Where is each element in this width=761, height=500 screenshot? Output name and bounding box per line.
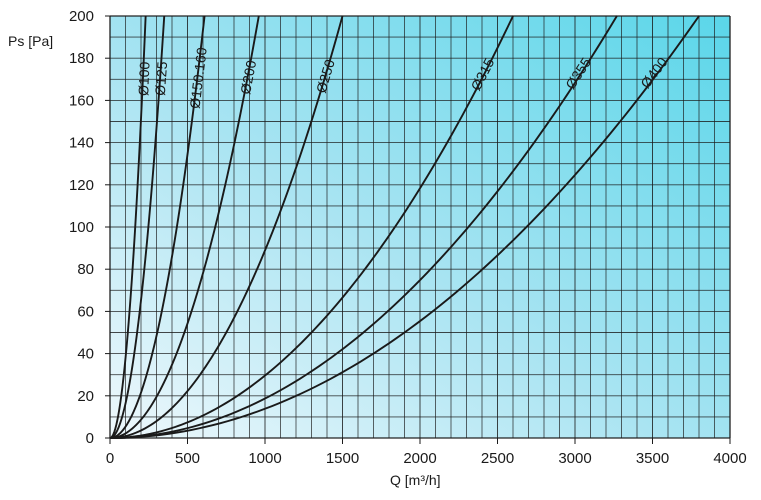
curve-line [109, 15, 166, 439]
y-tick-label: 40 [77, 346, 94, 363]
curve-line [109, 15, 514, 439]
curve-line [109, 15, 344, 439]
curve-label: Ø150.160 [187, 46, 210, 109]
x-tick-labels: 0 500 1000 1500 2000 2500 3000 3500 4000 [106, 450, 747, 467]
y-tick-label: 60 [77, 303, 94, 320]
y-tick-label: 180 [69, 50, 94, 67]
curves [109, 15, 700, 439]
y-tick-label: 200 [69, 8, 94, 25]
curve-line [109, 15, 206, 439]
curve-label: Ø100 [135, 61, 153, 96]
curve-line [109, 15, 147, 439]
y-tick-label: 140 [69, 135, 94, 152]
y-axis-title: Ps [Pa] [8, 33, 53, 49]
y-tick-label: 80 [77, 261, 94, 278]
y-tick-label: 120 [69, 177, 94, 194]
x-tick-label: 0 [106, 450, 114, 467]
x-tick-label: 2500 [481, 450, 514, 467]
x-tick-label: 3500 [636, 450, 669, 467]
x-tick-label: 2000 [403, 450, 436, 467]
y-tick-label: 160 [69, 92, 94, 109]
x-axis-title: Q [m³/h] [390, 472, 441, 488]
x-tick-label: 1000 [248, 450, 281, 467]
y-tick-label: 20 [77, 388, 94, 405]
y-tick-label: 100 [69, 219, 94, 236]
curve-line [109, 15, 618, 439]
x-tick-label: 500 [175, 450, 200, 467]
x-tick-label: 4000 [713, 450, 746, 467]
y-tick-label: 0 [86, 430, 94, 447]
curve-line [109, 15, 700, 439]
curve-label: Ø200 [237, 59, 259, 96]
x-tick-label: 1500 [326, 450, 359, 467]
curve-label: Ø125 [152, 61, 170, 96]
curve-line [109, 15, 260, 439]
y-tick-labels: 0 20 40 60 80 100 120 140 160 180 200 [69, 8, 94, 447]
grid [105, 15, 731, 444]
x-tick-label: 3000 [558, 450, 591, 467]
